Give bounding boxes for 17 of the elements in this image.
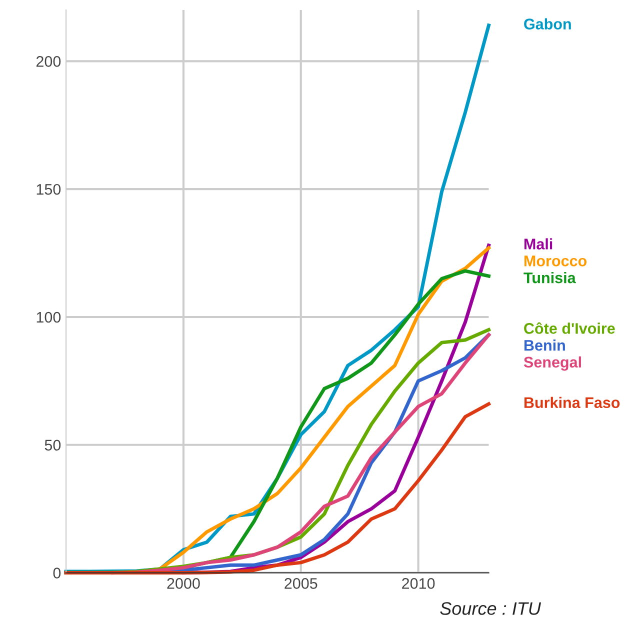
x-tick-label: 2010 [402, 578, 435, 589]
x-tick-label: 2005 [284, 578, 318, 589]
text: Côte d'Ivoire [524, 322, 615, 334]
y-tick-label: 150 [36, 184, 61, 195]
y-tick-label: 50 [44, 440, 61, 451]
text: Morocco [524, 256, 587, 266]
text: Mali [524, 238, 552, 250]
text: Benin [524, 340, 565, 351]
text: Senegal [524, 356, 581, 371]
y-tick-label: 200 [36, 56, 61, 67]
source-note: Source : ITU [440, 602, 542, 615]
text: Burkina Faso [524, 396, 620, 408]
y-tick-label: 0 [53, 568, 61, 578]
x-tick-label: 2000 [167, 578, 200, 589]
y-tick-label: 100 [36, 312, 61, 323]
text: Tunisia [524, 272, 576, 284]
text: Gabon [524, 18, 571, 30]
